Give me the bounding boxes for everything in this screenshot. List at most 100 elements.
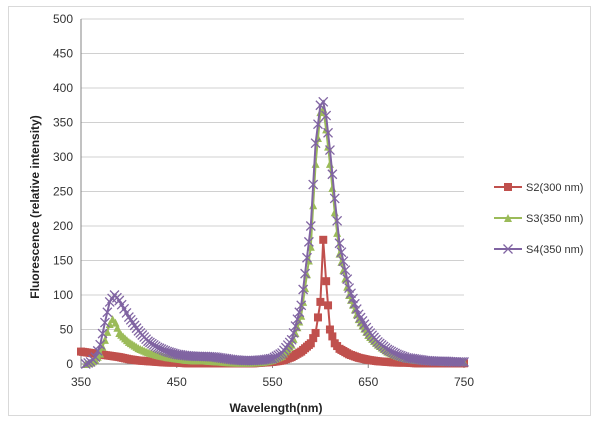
marker-stroke (288, 327, 299, 338)
marker-stroke (382, 344, 393, 355)
data-point (294, 307, 305, 318)
marker-stroke (395, 350, 406, 361)
legend-marker (504, 183, 512, 191)
marker-stroke (166, 347, 176, 358)
data-point (319, 235, 328, 244)
data-point (342, 274, 353, 285)
marker-stroke (298, 284, 309, 295)
marker-stroke (332, 215, 343, 226)
marker-stroke (318, 96, 329, 107)
legend-label: S2(300 nm) (526, 182, 583, 194)
legend-label: S3(350 nm) (526, 213, 583, 225)
marker-stroke (361, 322, 372, 333)
data-point (323, 127, 333, 138)
legend-marker (503, 244, 513, 254)
marker-stroke (294, 307, 305, 318)
data-point (90, 352, 101, 363)
data-point (322, 277, 331, 286)
data-point (166, 347, 176, 358)
y-tick-label: 150 (53, 254, 73, 268)
marker-stroke (338, 256, 349, 267)
data-point (344, 283, 355, 294)
marker-stroke (164, 347, 175, 358)
data-point (311, 159, 320, 168)
marker-stroke (303, 236, 314, 247)
marker-stroke (386, 346, 397, 357)
chart-frame: 0 50 100 150 200 250 300 350 400 450 500 350 450 550 6… (8, 6, 591, 416)
data-point (321, 110, 332, 121)
data-point (83, 358, 94, 368)
data-point (459, 356, 469, 367)
marker-stroke (351, 304, 362, 315)
data-point (316, 297, 325, 306)
x-axis-title: Wavelength(nm) (230, 401, 323, 415)
marker-stroke (99, 317, 110, 328)
marker-stroke (324, 145, 335, 156)
y-tick-label: 400 (53, 81, 73, 95)
data-point (328, 184, 337, 193)
data-point (455, 356, 466, 367)
x-tick-label: 450 (167, 375, 187, 389)
data-point (311, 328, 320, 337)
data-point (310, 138, 321, 149)
legend-label: S4(350 nm) (526, 244, 583, 256)
marker-stroke (323, 127, 333, 138)
marker-stroke (156, 344, 167, 355)
y-tick-label: 500 (53, 12, 73, 26)
data-point (302, 252, 312, 263)
data-point (324, 145, 335, 156)
data-point (338, 256, 349, 267)
marker-stroke (397, 351, 408, 362)
marker-stroke (263, 354, 274, 364)
data-point (263, 354, 274, 364)
marker-stroke (321, 110, 332, 121)
series-line (85, 106, 464, 365)
marker-stroke (158, 344, 169, 355)
marker-stroke (286, 334, 297, 345)
data-point (305, 221, 316, 231)
marker-stroke (457, 356, 468, 367)
marker-stroke (399, 352, 410, 363)
y-tick-label: 300 (53, 150, 73, 164)
marker-stroke (336, 247, 347, 258)
data-point (332, 215, 343, 226)
x-tick-label: 650 (358, 375, 378, 389)
marker-stroke (305, 221, 316, 231)
marker-stroke (329, 193, 340, 204)
marker-stroke (119, 303, 130, 314)
marker-stroke (349, 298, 360, 309)
marker-stroke (313, 119, 323, 130)
marker-stroke (116, 299, 127, 310)
y-tick-label: 450 (53, 47, 73, 61)
x-tick-label: 350 (71, 375, 91, 389)
marker-stroke (121, 307, 132, 318)
marker-stroke (114, 295, 125, 306)
marker-stroke (390, 348, 401, 359)
y-tick-label: 250 (53, 185, 73, 199)
marker-stroke (152, 342, 163, 353)
marker-stroke (392, 349, 402, 360)
data-point (97, 328, 108, 339)
data-point (300, 268, 311, 279)
fluorescence-chart: 0 50 100 150 200 250 300 350 400 450 500 350 450 550 6… (28, 12, 583, 415)
marker-stroke (300, 268, 311, 279)
marker-stroke (154, 343, 165, 354)
data-point (336, 247, 347, 258)
data-point (102, 307, 113, 318)
series-layer (77, 96, 469, 369)
data-point (324, 301, 333, 310)
data-point (313, 119, 323, 130)
data-point (288, 327, 299, 338)
marker-stroke (459, 356, 469, 367)
data-point (103, 327, 112, 336)
marker-stroke (347, 293, 358, 304)
marker-stroke (355, 312, 366, 323)
marker-stroke (162, 346, 173, 357)
legend: S2(300 nm) S3(350 nm) S4(350 nm) (494, 182, 583, 256)
data-point (340, 265, 351, 276)
series-2 (81, 104, 468, 368)
data-point (95, 339, 106, 350)
data-point (334, 238, 345, 249)
data-point (351, 304, 362, 315)
y-axis-title: Fluorescence (relative intensity) (28, 115, 42, 298)
